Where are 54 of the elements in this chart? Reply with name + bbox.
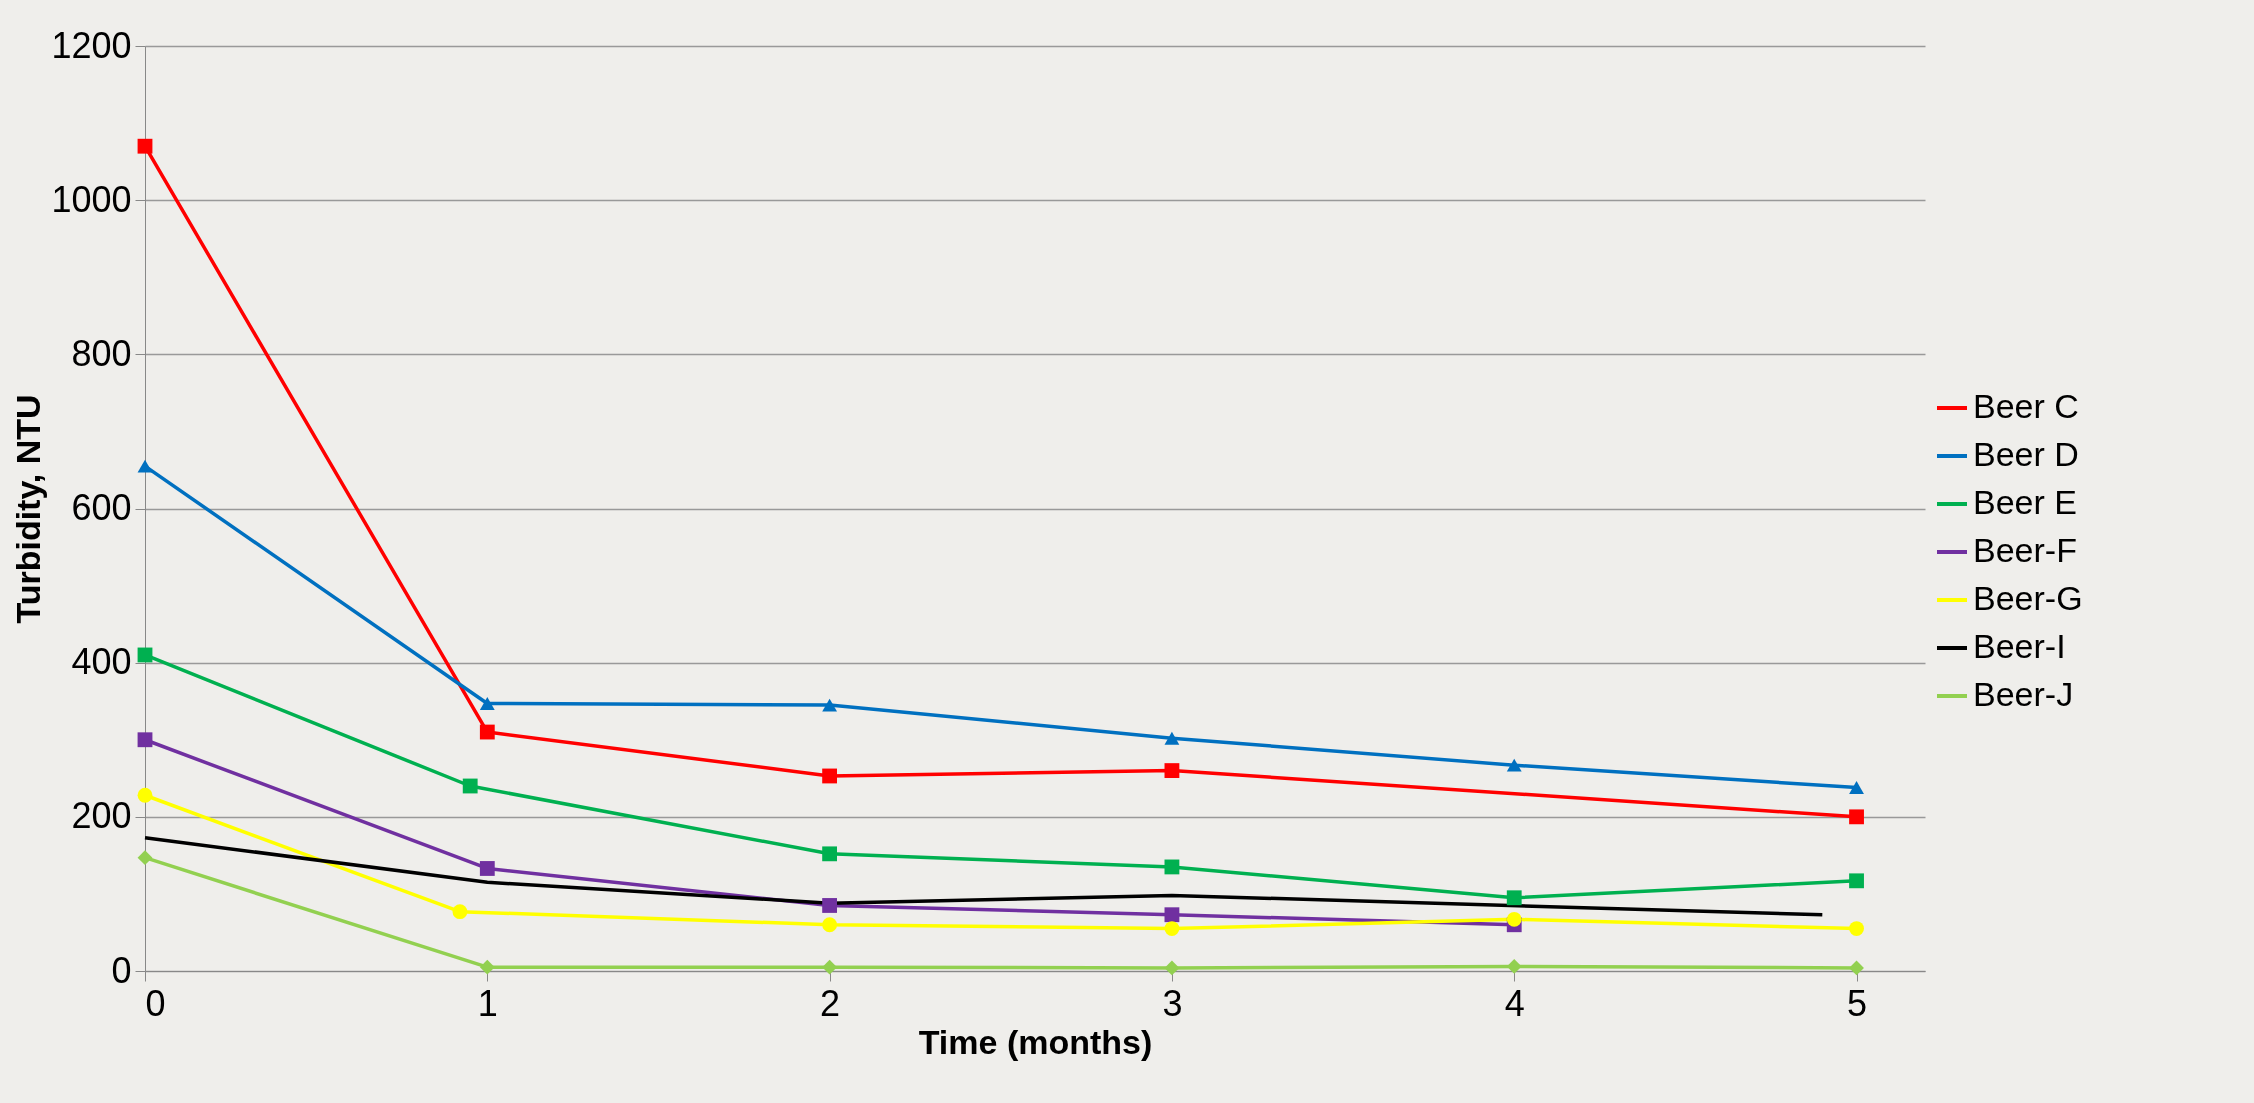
point (1164, 731, 1180, 745)
legend-label: Beer-F (1973, 531, 2077, 569)
point (822, 698, 838, 712)
point (137, 732, 153, 748)
point (479, 861, 495, 876)
point (479, 697, 495, 710)
point (822, 768, 838, 784)
point (1164, 763, 1180, 778)
legend-label: Beer-G (1973, 579, 2083, 617)
point (1506, 758, 1522, 772)
y-axis-title: Turbidity, NTU (9, 394, 48, 624)
x-tick-label: 5 (1847, 982, 1868, 1024)
point (462, 778, 478, 794)
point (1164, 921, 1180, 937)
point (452, 904, 468, 920)
line-series (143, 835, 1825, 917)
x-tick-label: 4 (1504, 982, 1525, 1024)
point (822, 917, 838, 933)
point (1849, 960, 1864, 976)
point (822, 846, 838, 862)
y-tick-label: 1200 (51, 24, 132, 66)
y-tick-label: 1000 (51, 178, 132, 220)
point (1164, 907, 1180, 923)
point (1506, 911, 1522, 927)
point (1849, 809, 1864, 825)
y-tick-label: 0 (111, 949, 132, 991)
point (822, 898, 838, 913)
x-tick-label: 2 (820, 982, 841, 1024)
point (137, 850, 153, 866)
legend-label: Beer D (1973, 435, 2079, 473)
x-tick-label: 3 (1162, 982, 1183, 1024)
y-tick-label: 200 (71, 795, 132, 837)
point (137, 138, 153, 154)
point (137, 459, 153, 473)
y-tick-label: 600 (71, 487, 132, 528)
point (1506, 890, 1522, 906)
point (1506, 958, 1522, 974)
x-tick-label: 1 (477, 982, 498, 1024)
point (479, 724, 495, 740)
legend-label: Beer C (1973, 387, 2079, 425)
point (1849, 873, 1864, 889)
point (1849, 781, 1864, 794)
x-tick-label: 0 (145, 982, 166, 1024)
point (1164, 960, 1180, 976)
legend-label: Beer E (1973, 483, 2077, 521)
point (1849, 921, 1864, 937)
point (822, 959, 838, 975)
point (137, 787, 153, 803)
y-tick-label: 400 (71, 641, 132, 683)
x-axis-title: Time (months) (918, 1022, 1153, 1061)
point (479, 959, 495, 975)
legend-label: Beer-I (1973, 627, 2066, 665)
legend-label: Beer-J (1973, 675, 2074, 713)
y-tick-label: 800 (71, 332, 132, 374)
